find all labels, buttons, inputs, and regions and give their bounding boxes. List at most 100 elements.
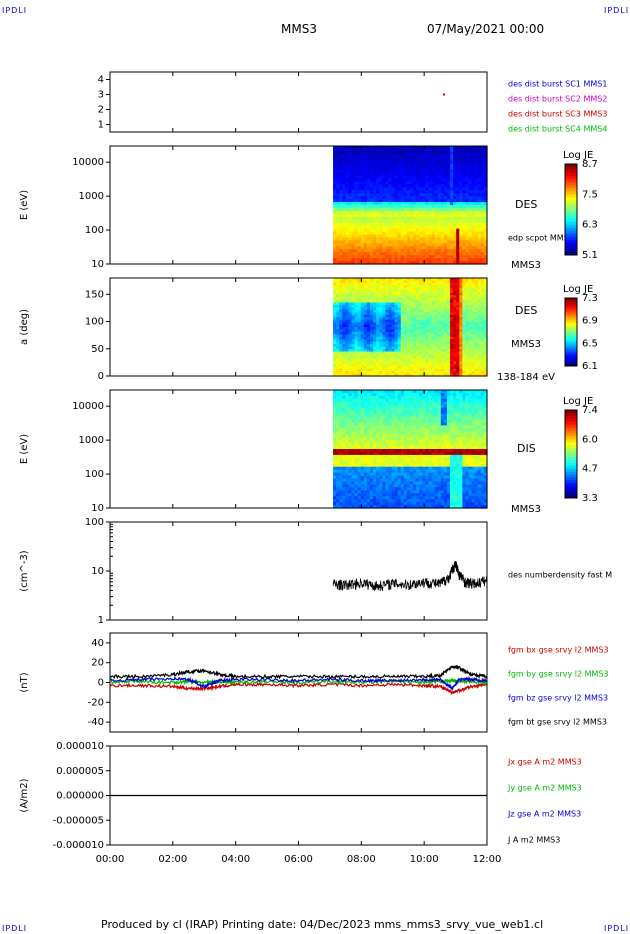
des-pitch-cell <box>459 361 463 365</box>
des-pitch-cell <box>357 307 362 311</box>
des-energy-cell <box>382 181 386 185</box>
colorbar-des-pitch-tick: 7.3 <box>582 293 598 304</box>
dis-energy-cell <box>333 499 337 503</box>
des-energy-cell <box>440 166 445 171</box>
des-energy-cell <box>425 196 430 200</box>
des-pitch-cell <box>413 336 417 340</box>
dis-energy-cell <box>376 502 380 506</box>
dis-energy-cell <box>348 416 353 421</box>
des-energy-cell <box>342 258 346 262</box>
des-energy-cell <box>419 190 423 194</box>
des-pitch-cell <box>437 285 442 289</box>
des-energy-cell <box>434 222 439 227</box>
des-energy-cell <box>394 225 399 230</box>
des-pitch-cell <box>345 312 350 316</box>
des-energy-cell <box>403 246 408 250</box>
des-pitch-cell <box>360 307 365 311</box>
des-pitch-cell <box>342 302 346 306</box>
des-pitch-cell <box>440 339 445 343</box>
des-pitch-cell <box>465 292 470 296</box>
des-pitch-cell <box>339 304 343 308</box>
des-energy-cell <box>336 202 340 206</box>
des-pitch-cell <box>453 309 457 313</box>
des-energy-cell <box>363 252 368 256</box>
des-pitch-cell <box>385 290 390 294</box>
des-pitch-cell <box>459 314 463 318</box>
des-energy-cell <box>416 190 420 194</box>
ytick-label: 150 <box>85 289 104 300</box>
des-energy-cell <box>345 146 350 150</box>
des-pitch-cell <box>468 373 473 377</box>
des-energy-cell <box>440 157 445 162</box>
des-pitch-cell <box>410 280 414 284</box>
dis-energy-cell <box>370 419 374 424</box>
des-energy-cell <box>379 219 383 224</box>
des-energy-cell <box>379 146 383 150</box>
dis-energy-cell <box>370 437 374 441</box>
des-pitch-cell <box>403 344 408 348</box>
des-energy-cell <box>477 210 482 215</box>
des-pitch-cell <box>480 290 485 294</box>
des-energy-cell <box>413 202 417 206</box>
dis-energy-cell <box>379 434 383 438</box>
des-energy-cell <box>465 240 470 244</box>
des-energy-cell <box>443 151 448 156</box>
des-energy-cell <box>339 146 343 150</box>
des-pitch-cell <box>416 349 420 353</box>
des-pitch-cell <box>462 339 467 343</box>
des-pitch-cell <box>348 282 353 286</box>
des-energy-cell <box>391 148 396 153</box>
des-pitch-cell <box>403 290 408 294</box>
des-energy-cell <box>360 249 365 253</box>
des-energy-cell <box>400 187 405 191</box>
des-pitch-cell <box>342 329 346 333</box>
des-energy-cell <box>339 216 343 221</box>
dis-energy-cell <box>391 490 396 494</box>
des-pitch-cell <box>446 341 451 345</box>
des-pitch-cell <box>446 324 451 328</box>
des-pitch-cell <box>443 363 448 367</box>
des-energy-cell <box>342 261 346 265</box>
dis-energy-cell <box>336 410 340 415</box>
des-energy-cell <box>373 228 377 233</box>
des-pitch-cell <box>373 302 377 306</box>
des-pitch-cell <box>348 322 353 326</box>
dis-energy-cell <box>354 410 359 415</box>
des-pitch-cell <box>382 341 386 345</box>
dis-energy-cell <box>370 487 374 491</box>
des-energy-cell <box>336 154 340 159</box>
des-pitch-cell <box>437 336 442 340</box>
dis-energy-cell <box>379 478 383 483</box>
des-pitch-cell <box>437 366 442 370</box>
des-energy-cell <box>366 234 371 239</box>
des-energy-cell <box>373 205 377 209</box>
des-energy-cell <box>459 172 463 177</box>
des-energy-cell <box>416 178 420 182</box>
des-energy-cell <box>382 249 386 253</box>
des-pitch-cell <box>425 319 430 323</box>
dis-energy-cell <box>385 407 390 412</box>
des-energy-cell <box>410 166 414 171</box>
des-pitch-cell <box>450 285 454 289</box>
des-pitch-cell <box>373 290 377 294</box>
colorbar-des-pitch-cell <box>565 341 577 344</box>
des-energy-cell <box>379 199 383 203</box>
des-energy-cell <box>366 237 371 241</box>
des-pitch-cell <box>351 353 356 357</box>
dis-energy-cell <box>354 428 359 432</box>
dis-energy-cell <box>385 401 390 406</box>
des-pitch-cell <box>459 285 463 289</box>
des-energy-cell <box>459 187 463 191</box>
dis-energy-cell <box>391 407 396 412</box>
des-energy-cell <box>388 169 393 174</box>
des-pitch-cell <box>345 285 350 289</box>
des-pitch-cell <box>483 341 488 345</box>
des-energy-cell <box>333 234 337 239</box>
des-energy-cell <box>480 202 485 206</box>
des-energy-cell <box>339 193 343 197</box>
des-pitch-cell <box>345 280 350 284</box>
des-pitch-cell <box>354 297 359 301</box>
des-pitch-cell <box>440 356 445 360</box>
des-energy-cell <box>354 216 359 221</box>
des-pitch-cell <box>351 295 356 299</box>
